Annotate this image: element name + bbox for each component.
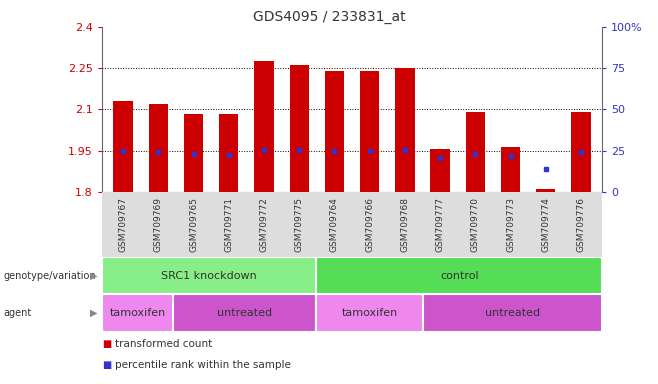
Text: control: control <box>440 270 478 281</box>
Bar <box>290 65 309 192</box>
Bar <box>501 147 520 192</box>
Bar <box>316 294 424 332</box>
Text: GSM709770: GSM709770 <box>470 197 480 252</box>
Bar <box>536 189 555 192</box>
Text: GSM709773: GSM709773 <box>506 197 515 252</box>
Text: GSM709769: GSM709769 <box>154 197 163 252</box>
Text: GSM709765: GSM709765 <box>189 197 198 252</box>
Text: GSM709777: GSM709777 <box>436 197 445 252</box>
Bar <box>316 257 602 294</box>
Text: GSM709768: GSM709768 <box>400 197 409 252</box>
Text: GSM709776: GSM709776 <box>576 197 586 252</box>
Bar <box>325 71 344 192</box>
Bar <box>219 114 238 192</box>
Bar <box>102 257 316 294</box>
Text: GSM709772: GSM709772 <box>259 197 268 252</box>
Text: GSM709764: GSM709764 <box>330 197 339 252</box>
Text: ▶: ▶ <box>90 270 97 281</box>
Bar <box>466 112 485 192</box>
Text: percentile rank within the sample: percentile rank within the sample <box>115 360 291 370</box>
Bar <box>254 61 274 192</box>
Text: GDS4095 / 233831_at: GDS4095 / 233831_at <box>253 10 405 23</box>
Text: transformed count: transformed count <box>115 339 213 349</box>
Bar <box>360 71 379 192</box>
Bar <box>102 294 174 332</box>
Text: ▶: ▶ <box>90 308 97 318</box>
Text: genotype/variation: genotype/variation <box>3 270 96 281</box>
Bar <box>424 294 602 332</box>
Text: tamoxifen: tamoxifen <box>110 308 166 318</box>
Text: untreated: untreated <box>217 308 272 318</box>
Text: GSM709774: GSM709774 <box>542 197 550 252</box>
Bar <box>149 104 168 192</box>
Text: GSM709771: GSM709771 <box>224 197 234 252</box>
Bar <box>395 68 415 192</box>
Bar <box>430 149 450 192</box>
Text: agent: agent <box>3 308 32 318</box>
Bar <box>571 112 591 192</box>
Text: untreated: untreated <box>485 308 540 318</box>
Bar <box>113 101 133 192</box>
Text: ■: ■ <box>102 360 111 370</box>
Text: SRC1 knockdown: SRC1 knockdown <box>161 270 257 281</box>
Text: GSM709767: GSM709767 <box>118 197 128 252</box>
Text: tamoxifen: tamoxifen <box>342 308 398 318</box>
Text: GSM709775: GSM709775 <box>295 197 304 252</box>
Text: GSM709766: GSM709766 <box>365 197 374 252</box>
Bar <box>184 114 203 192</box>
Text: ■: ■ <box>102 339 111 349</box>
Bar <box>174 294 316 332</box>
